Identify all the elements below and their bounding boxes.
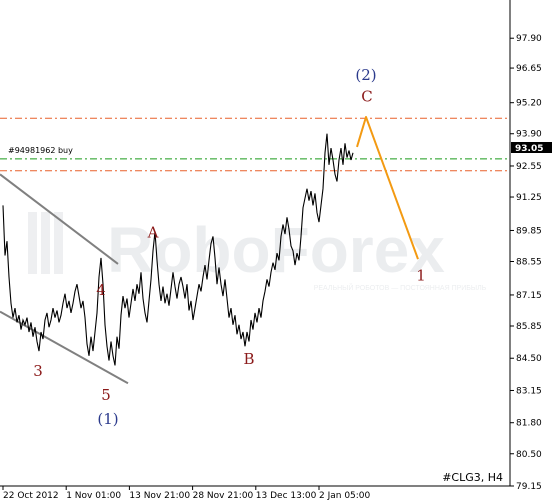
y-tick-label: 83.15 xyxy=(516,386,542,396)
y-tick-label: 88.55 xyxy=(516,258,542,268)
price-series-line xyxy=(2,133,354,366)
x-tick-label: 22 Oct 2012 xyxy=(3,491,59,501)
current-price-box-bg xyxy=(511,142,552,153)
forecast-line xyxy=(356,116,419,260)
y-tick-label: 96.65 xyxy=(516,64,542,74)
x-tick-label: 2 Jan 05:00 xyxy=(319,491,371,501)
current-price-box: 93.05 xyxy=(511,142,552,154)
wave-labels-layer: 4 A 3 5 B C 1 (1) (2) xyxy=(33,66,426,428)
y-tick-label: 89.85 xyxy=(516,226,542,236)
wave-label: C xyxy=(361,87,372,105)
wave-label: 3 xyxy=(33,362,43,380)
y-tick-label: 87.15 xyxy=(516,291,542,301)
watermark: RoboForex РЕАЛЬНЫЙ РОБОТОВ — ПОСТОЯННАЯ … xyxy=(28,212,487,292)
watermark-logo-bar-1 xyxy=(28,212,37,274)
watermark-logo-bar-2 xyxy=(41,212,50,274)
wave-label: (2) xyxy=(355,66,376,84)
channel-line xyxy=(0,173,119,265)
y-tick-label: 85.85 xyxy=(516,322,542,332)
y-tick-label: 95.20 xyxy=(516,99,542,109)
wave-label: 5 xyxy=(101,386,111,404)
watermark-logo-bar-3 xyxy=(54,212,63,274)
x-tick-label: 1 Nov 01:00 xyxy=(66,491,121,501)
x-tick-label: 28 Nov 21:00 xyxy=(193,491,254,501)
wave-label: B xyxy=(243,350,254,368)
order-label: #94981962 buy xyxy=(8,146,73,155)
y-tick-label: 91.25 xyxy=(516,193,542,203)
x-tick-label: 13 Dec 13:00 xyxy=(256,491,317,501)
channel-line xyxy=(0,310,129,385)
watermark-text: RoboForex xyxy=(107,214,445,286)
symbol-label: #CLG3, H4 xyxy=(442,471,503,484)
y-tick-label: 79.15 xyxy=(516,482,542,492)
y-axis: 97.90 96.65 95.20 93.90 92.55 91.25 89.85 88.55… xyxy=(510,34,542,492)
x-axis: 22 Oct 2012 1 Nov 01:00 13 Nov 21:00 28 Nov… xyxy=(2,486,371,501)
wave-label: 4 xyxy=(96,281,106,299)
wave-label: 1 xyxy=(416,267,426,285)
y-tick-label: 93.90 xyxy=(516,130,542,140)
price-layer xyxy=(2,133,354,366)
y-tick-label: 92.55 xyxy=(516,162,542,172)
channel-layer xyxy=(0,173,129,385)
watermark-subtext: РЕАЛЬНЫЙ РОБОТОВ — ПОСТОЯННАЯ ПРИБЫЛЬ xyxy=(314,283,487,292)
wave-label: A xyxy=(147,224,159,242)
x-tick-label: 13 Nov 21:00 xyxy=(129,491,190,501)
forecast-layer xyxy=(356,116,419,260)
y-tick-label: 97.90 xyxy=(516,34,542,44)
current-price-text: 93.05 xyxy=(515,144,543,154)
y-tick-label: 84.50 xyxy=(516,354,542,364)
wave-label: (1) xyxy=(97,410,118,428)
y-tick-label: 80.50 xyxy=(516,450,542,460)
levels-layer xyxy=(0,117,510,172)
y-tick-label: 81.80 xyxy=(516,419,542,429)
